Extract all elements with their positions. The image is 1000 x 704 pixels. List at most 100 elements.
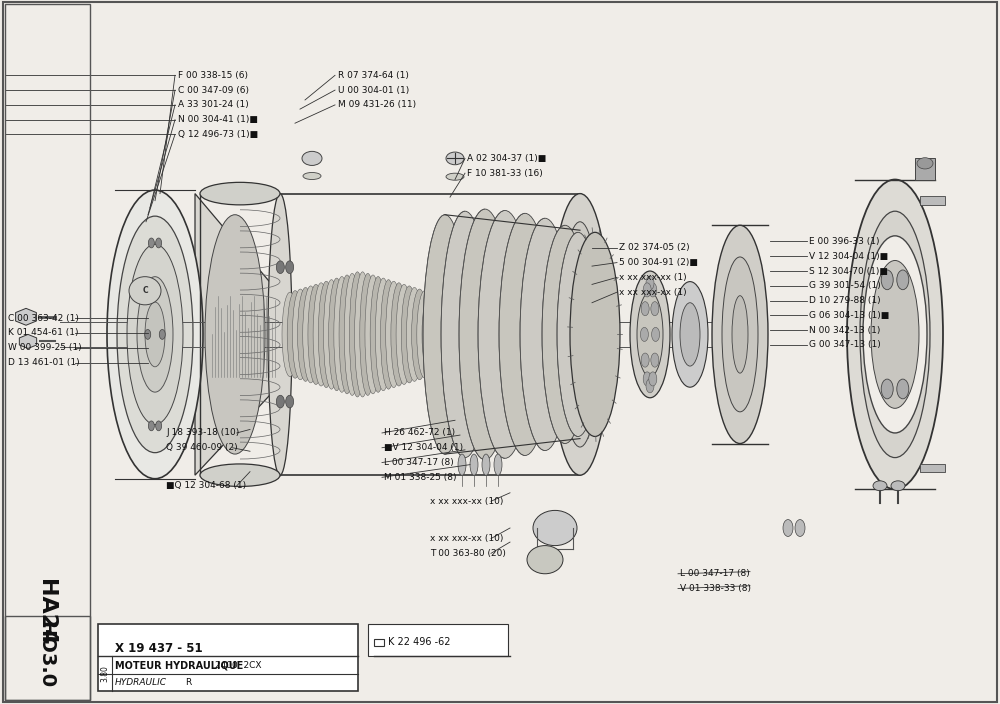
Ellipse shape	[308, 284, 324, 384]
Text: L 00 347-17 (8): L 00 347-17 (8)	[384, 458, 454, 467]
Text: A 02 304-37 (1)■: A 02 304-37 (1)■	[467, 154, 546, 163]
Ellipse shape	[391, 283, 407, 386]
Ellipse shape	[396, 284, 412, 384]
Ellipse shape	[881, 379, 893, 398]
Text: N 00 342-13 (1): N 00 342-13 (1)	[809, 326, 880, 334]
Ellipse shape	[458, 454, 466, 475]
Ellipse shape	[129, 277, 161, 305]
Ellipse shape	[847, 180, 943, 489]
Text: H 26 462-72 (1): H 26 462-72 (1)	[384, 429, 455, 437]
Ellipse shape	[917, 158, 933, 169]
Ellipse shape	[156, 421, 162, 431]
Ellipse shape	[282, 292, 298, 377]
Ellipse shape	[897, 270, 909, 290]
Ellipse shape	[651, 353, 659, 367]
Ellipse shape	[344, 273, 360, 396]
Ellipse shape	[323, 279, 339, 389]
Polygon shape	[195, 194, 320, 475]
Ellipse shape	[137, 277, 173, 392]
Text: V 12 304-04 (1)■: V 12 304-04 (1)■	[809, 252, 888, 260]
Ellipse shape	[649, 372, 657, 386]
Bar	[920, 196, 945, 205]
Text: F 10 381-33 (16): F 10 381-33 (16)	[467, 169, 543, 177]
Bar	[5, 616, 90, 700]
Text: T 00 363-80 (20): T 00 363-80 (20)	[430, 549, 506, 558]
Ellipse shape	[276, 261, 284, 274]
Ellipse shape	[355, 272, 371, 397]
Ellipse shape	[268, 194, 292, 475]
Ellipse shape	[637, 292, 663, 377]
Ellipse shape	[302, 151, 322, 165]
Ellipse shape	[386, 281, 402, 388]
Ellipse shape	[292, 289, 308, 379]
Ellipse shape	[783, 520, 793, 536]
Ellipse shape	[329, 278, 345, 391]
Ellipse shape	[205, 215, 265, 454]
Ellipse shape	[641, 353, 649, 367]
Ellipse shape	[560, 222, 600, 447]
Ellipse shape	[641, 301, 649, 315]
Ellipse shape	[117, 216, 193, 453]
Ellipse shape	[499, 213, 551, 455]
Text: D 13 461-01 (1): D 13 461-01 (1)	[8, 358, 80, 367]
Ellipse shape	[891, 481, 905, 491]
Ellipse shape	[732, 296, 748, 373]
Ellipse shape	[313, 283, 329, 386]
Ellipse shape	[441, 211, 489, 458]
Text: K 22 496 -62: K 22 496 -62	[388, 637, 450, 647]
Ellipse shape	[200, 464, 280, 486]
Text: G 00 347-13 (1): G 00 347-13 (1)	[809, 341, 881, 349]
Text: C 00 347-09 (6): C 00 347-09 (6)	[178, 86, 249, 94]
Ellipse shape	[795, 520, 805, 536]
Ellipse shape	[423, 215, 467, 454]
Ellipse shape	[527, 546, 563, 574]
Text: Z 02 374-05 (2): Z 02 374-05 (2)	[619, 244, 690, 252]
Ellipse shape	[557, 232, 599, 436]
Ellipse shape	[375, 278, 391, 391]
Ellipse shape	[412, 289, 428, 379]
Ellipse shape	[863, 236, 927, 433]
Ellipse shape	[159, 329, 165, 339]
Ellipse shape	[712, 225, 768, 444]
Text: M 01 338-25 (8): M 01 338-25 (8)	[384, 473, 456, 482]
Ellipse shape	[494, 454, 502, 475]
Ellipse shape	[339, 275, 355, 394]
Ellipse shape	[145, 302, 165, 367]
Ellipse shape	[145, 329, 151, 339]
Text: HYDRAULIC: HYDRAULIC	[115, 679, 167, 687]
Text: F 00 338-15 (6): F 00 338-15 (6)	[178, 71, 248, 80]
Text: C 00 363-42 (1): C 00 363-42 (1)	[8, 314, 79, 322]
Ellipse shape	[520, 218, 570, 451]
Text: M 09 431-26 (11): M 09 431-26 (11)	[338, 101, 416, 109]
Text: J 18 393-18 (10): J 18 393-18 (10)	[166, 429, 239, 437]
Ellipse shape	[286, 395, 294, 408]
Ellipse shape	[672, 282, 708, 387]
Bar	[368, 624, 508, 656]
Ellipse shape	[318, 281, 334, 388]
Ellipse shape	[897, 379, 909, 398]
Bar	[920, 464, 945, 472]
Ellipse shape	[550, 194, 610, 475]
Ellipse shape	[643, 372, 651, 386]
Text: X 19 437 - 51: X 19 437 - 51	[115, 642, 203, 655]
Ellipse shape	[287, 291, 303, 378]
Text: G 06 304-13 (1)■: G 06 304-13 (1)■	[809, 311, 889, 320]
Ellipse shape	[417, 291, 433, 378]
Ellipse shape	[881, 277, 909, 392]
Ellipse shape	[401, 286, 417, 383]
Ellipse shape	[860, 211, 930, 458]
Text: N 00 304-41 (1)■: N 00 304-41 (1)■	[178, 115, 258, 124]
Ellipse shape	[478, 210, 532, 458]
Text: S 12 304-70 (1)■: S 12 304-70 (1)■	[809, 267, 888, 275]
Ellipse shape	[533, 510, 577, 546]
Bar	[98, 624, 358, 691]
Ellipse shape	[643, 283, 651, 297]
Ellipse shape	[107, 190, 203, 479]
Text: A 33 301-24 (1): A 33 301-24 (1)	[178, 101, 249, 109]
Ellipse shape	[365, 275, 381, 394]
Ellipse shape	[871, 260, 919, 408]
Ellipse shape	[680, 303, 700, 366]
Bar	[374, 639, 384, 646]
Text: x xx xxx-xx (1): x xx xxx-xx (1)	[619, 273, 687, 282]
Ellipse shape	[651, 301, 659, 315]
